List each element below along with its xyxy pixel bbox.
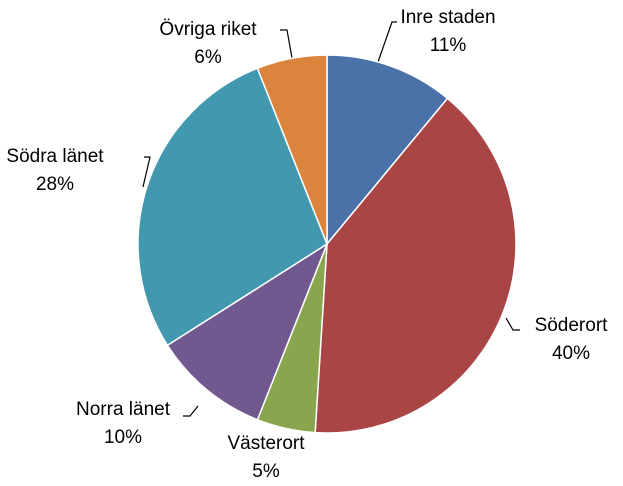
leader-line — [377, 21, 397, 63]
slice-label: Inre staden — [400, 7, 495, 28]
leader-line — [142, 156, 151, 188]
pie-slice — [314, 97, 517, 434]
slice-value-label: 28% — [36, 174, 74, 195]
pie-slice — [137, 67, 328, 347]
slice-label: Övriga riket — [159, 19, 257, 40]
slice-value-label: 10% — [104, 427, 142, 448]
leader-line — [280, 29, 293, 59]
slice-value-label: 11% — [430, 35, 467, 56]
pie-slice — [166, 242, 329, 421]
slice-value-label: 40% — [552, 343, 590, 364]
slice-label: Norra länet — [76, 399, 171, 420]
leader-line — [183, 405, 199, 417]
slice-value-label: 5% — [252, 461, 280, 482]
slice-label: Södra länet — [6, 146, 104, 167]
pie-slice — [326, 54, 449, 247]
pie-slice — [256, 54, 328, 245]
leader-lines — [142, 21, 520, 417]
slice-label: Söderort — [535, 315, 609, 336]
slice-value-label: 6% — [194, 47, 222, 68]
leader-line — [505, 317, 520, 331]
slice-label: Västerort — [227, 433, 305, 454]
